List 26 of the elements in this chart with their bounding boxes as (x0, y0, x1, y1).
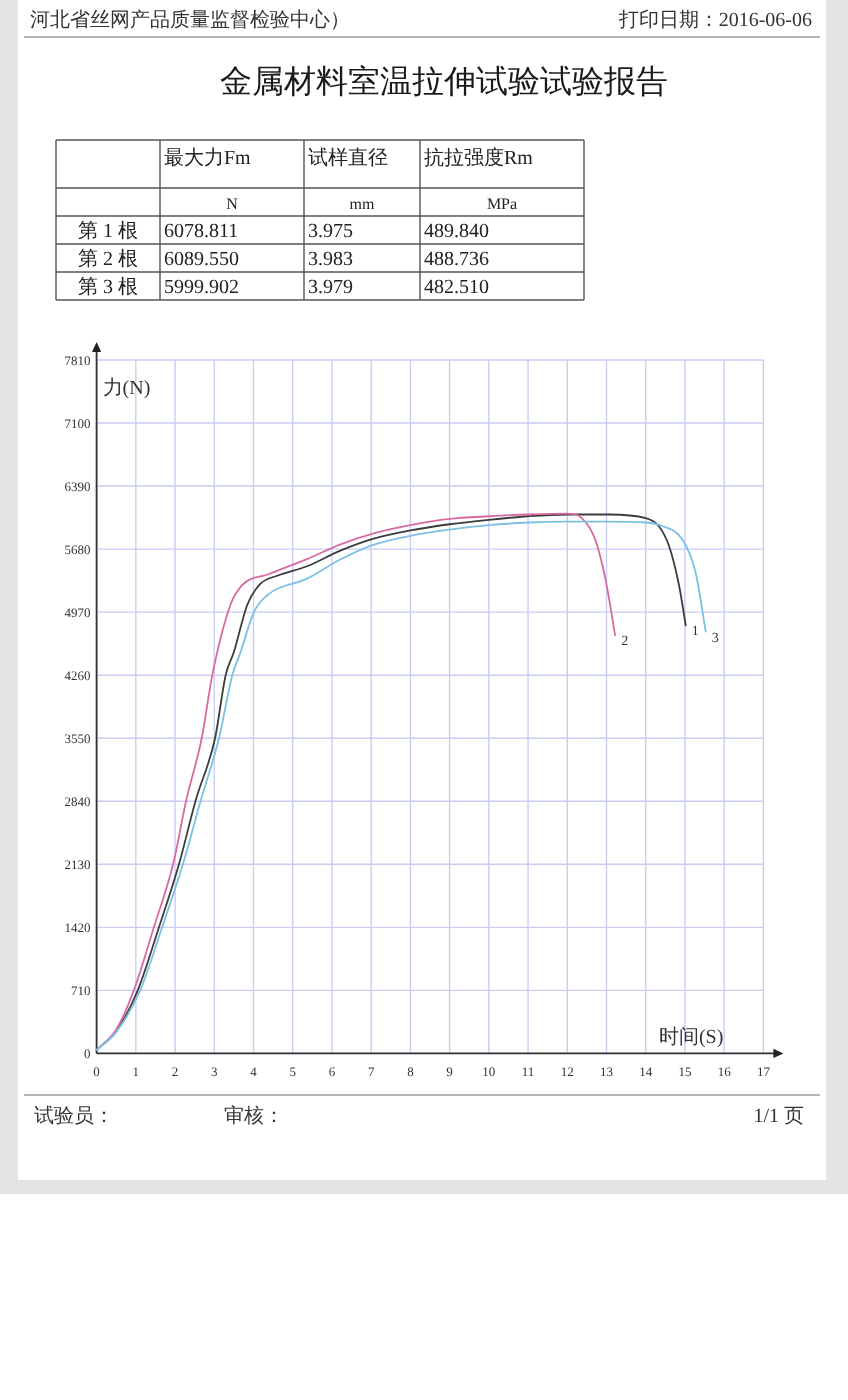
cell: 3.979 (308, 277, 353, 299)
cell: 6089.550 (164, 249, 239, 271)
cell: 6078.811 (164, 221, 239, 243)
row-header: 第 3 根 (78, 277, 138, 299)
row-header: 第 2 根 (78, 249, 138, 271)
cell: 488.736 (424, 249, 489, 271)
cell: 5999.902 (164, 277, 239, 299)
cell: MPa (486, 195, 518, 213)
annotation: 打印日期：2016-06-06 (618, 10, 812, 32)
cell: 489.840 (424, 221, 489, 243)
annotation: 河北省丝网产品质量监督检验中心） (30, 10, 350, 32)
annotation: 试验员： (34, 1106, 114, 1128)
cell: 3.983 (308, 249, 353, 271)
column-header: 抗拉强度Rm (424, 148, 533, 170)
row-header: 第 1 根 (78, 221, 138, 243)
title: 金属材料室温拉伸试验试验报告 (220, 66, 668, 100)
cell: 3.975 (308, 221, 353, 243)
annotation: 审核： (224, 1106, 284, 1128)
ylabel: 力(N) (102, 378, 151, 400)
annotation: 1/1 页 (753, 1106, 804, 1128)
cell: 482.510 (424, 277, 489, 299)
cell: N (226, 195, 238, 213)
cell: mm (349, 195, 375, 213)
column-header: 最大力Fm (164, 148, 251, 170)
column-header: 试样直径 (308, 148, 388, 170)
xlabel: 时间(S) (658, 1027, 724, 1050)
